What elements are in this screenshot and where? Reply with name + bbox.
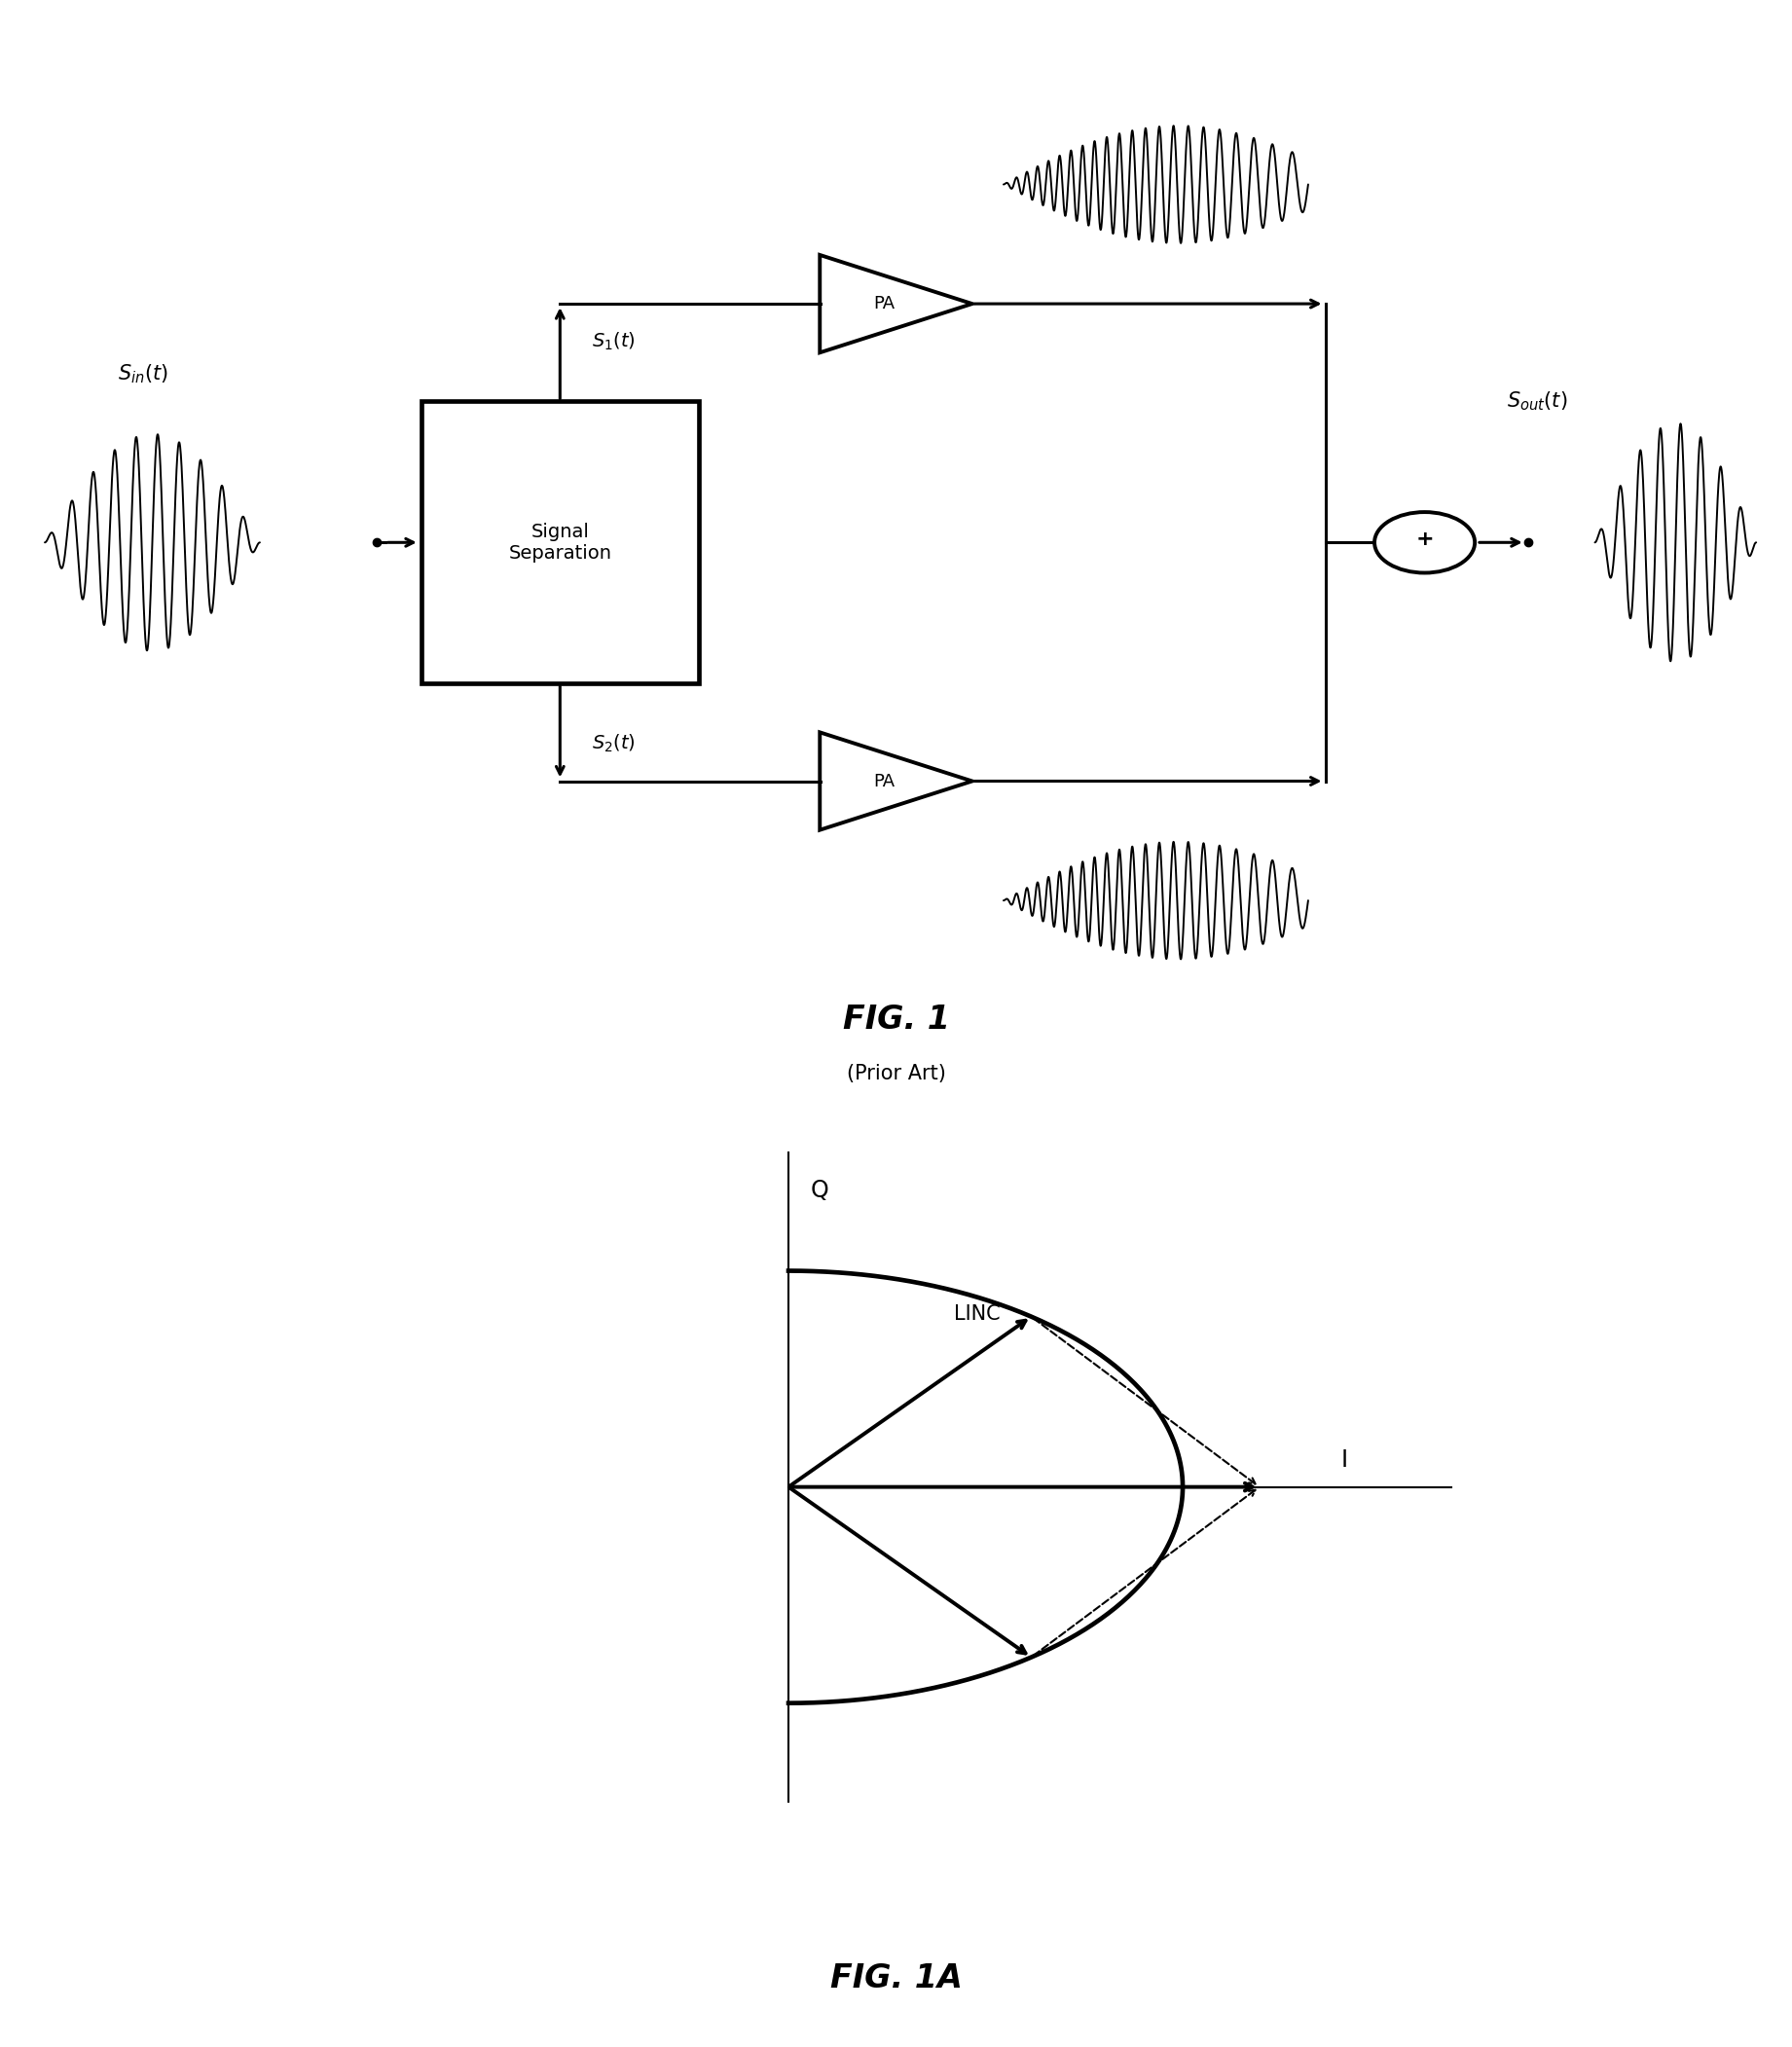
- Text: (Prior Art): (Prior Art): [846, 1064, 946, 1083]
- Bar: [421, 401, 699, 684]
- Text: $S_1(t)$: $S_1(t)$: [591, 332, 636, 352]
- Text: I: I: [1340, 1449, 1348, 1472]
- Text: Signal
Separation: Signal Separation: [509, 522, 611, 563]
- Text: LINC: LINC: [953, 1304, 1000, 1324]
- Text: FIG. 1A: FIG. 1A: [830, 1963, 962, 1994]
- Text: PA: PA: [873, 295, 894, 313]
- Text: $S_2(t)$: $S_2(t)$: [591, 733, 636, 753]
- Text: $S_{in}(t)$: $S_{in}(t)$: [118, 362, 168, 385]
- Text: Q: Q: [810, 1179, 828, 1202]
- Text: +: +: [1416, 530, 1434, 549]
- Text: PA: PA: [873, 772, 894, 790]
- Text: FIG. 1: FIG. 1: [842, 1003, 950, 1036]
- Text: $S_{out}(t)$: $S_{out}(t)$: [1507, 389, 1568, 411]
